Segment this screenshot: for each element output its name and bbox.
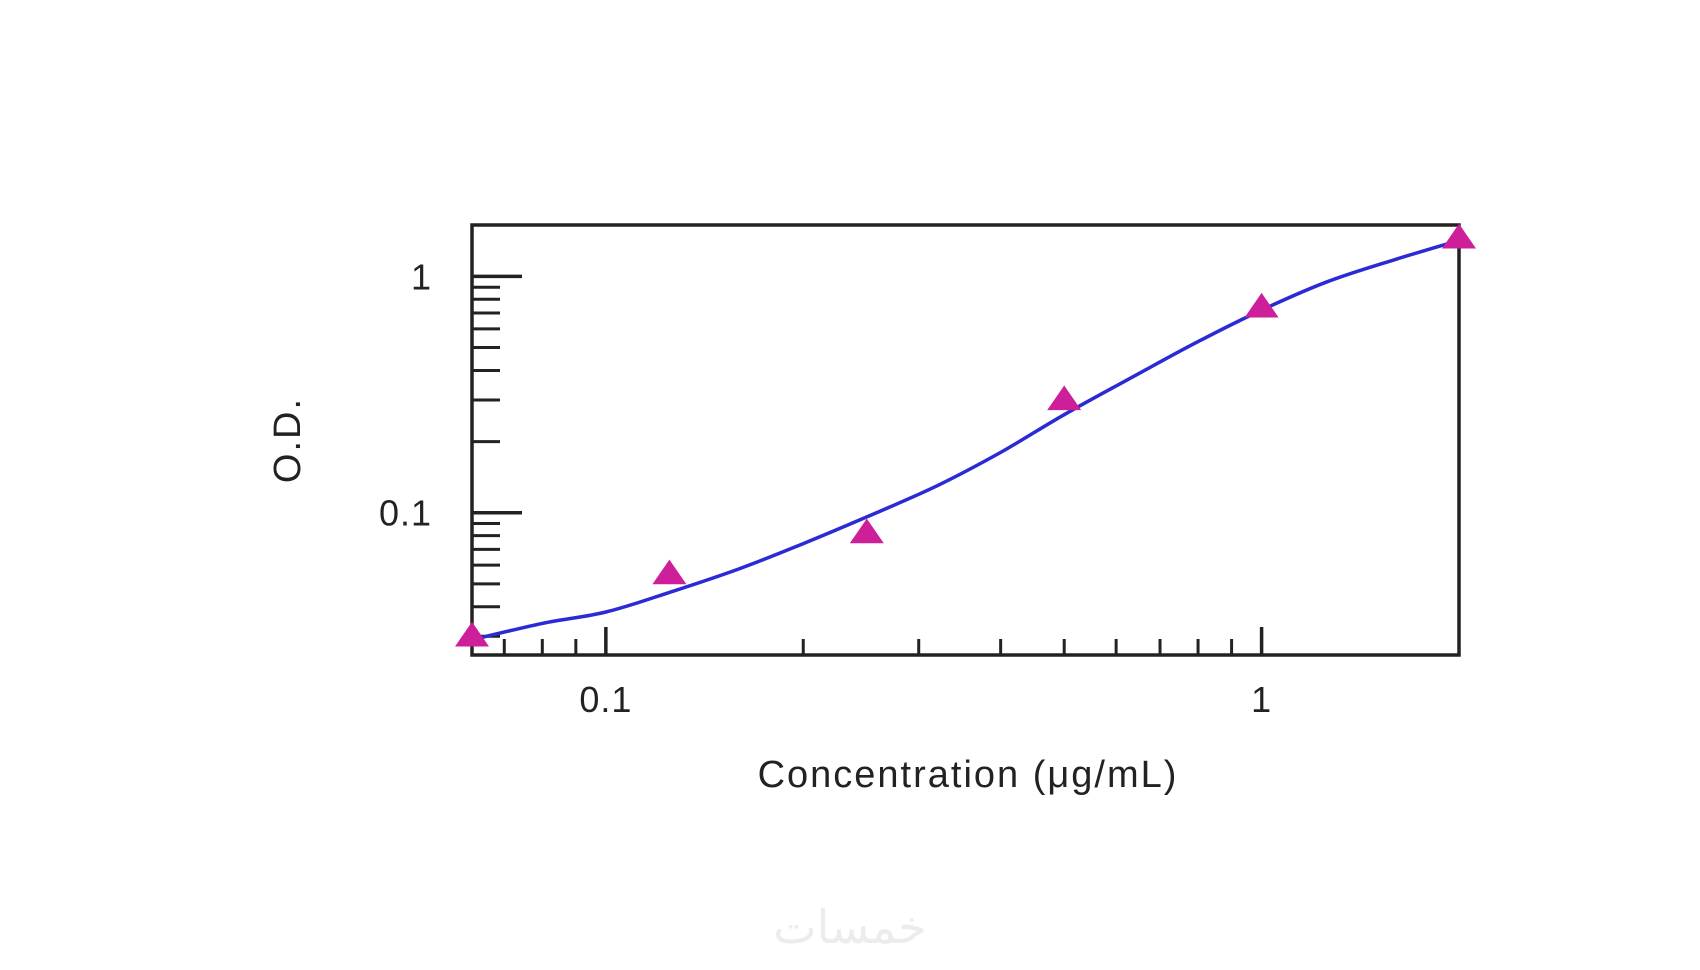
y-tick-label-0.1: 0.1: [379, 493, 432, 534]
x-tick-label-1: 1: [1251, 679, 1272, 720]
data-point-triangle: [652, 559, 687, 585]
data-point-triangle: [1442, 223, 1476, 249]
y-tick-label-1: 1: [411, 256, 432, 297]
data-point-triangle: [1047, 385, 1082, 411]
minor-ticks: [472, 285, 1461, 655]
data-point-triangle: [455, 621, 489, 647]
watermark-logo: خمسات: [773, 900, 927, 954]
fit-curve-line: [471, 238, 1460, 642]
y-axis-title: O.D.: [267, 397, 309, 483]
plot-content: [455, 223, 1476, 647]
x-axis-title: Concentration (μg/mL): [758, 754, 1179, 796]
x-tick-label-0.1: 0.1: [579, 679, 632, 720]
data-point-triangle: [849, 518, 884, 544]
data-point-triangle: [1244, 292, 1279, 318]
major-ticks: [472, 274, 1264, 655]
